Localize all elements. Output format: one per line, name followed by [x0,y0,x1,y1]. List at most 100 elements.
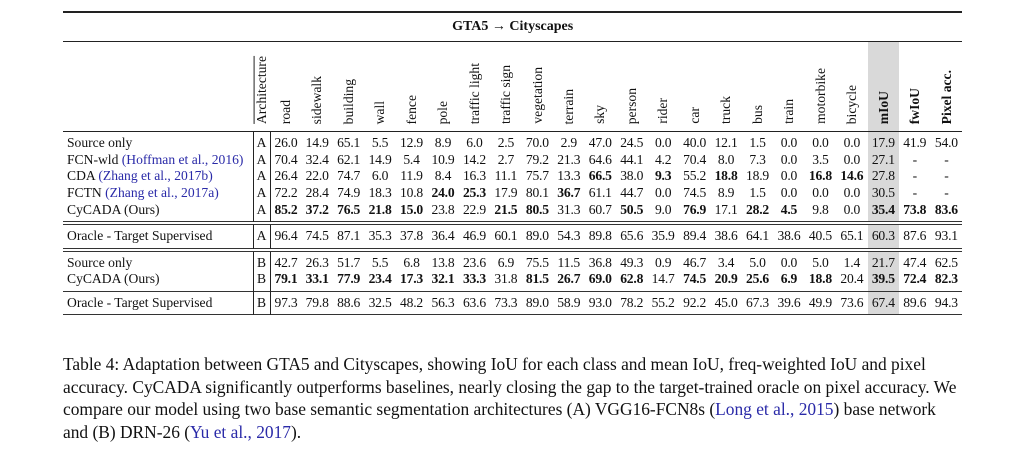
value-cell-motorbike: 40.5 [808,228,832,244]
value-cell-motorbike: 0.0 [812,185,829,201]
spacer-cell [63,311,254,315]
spacer [63,224,962,228]
citation-link[interactable]: (Zhang et al., 2017a) [105,185,219,201]
value-cell-train: 0.0 [780,254,798,270]
header-label: pole [435,100,451,124]
value-cell-terrain: 58.9 [557,295,581,311]
value-cell-bus: 1.5 [749,185,766,201]
value-cell-person: 65.6 [620,228,644,244]
value-cell-traffic-light: 46.9 [462,228,486,244]
value-cell-terrain: 11.5 [557,254,581,270]
value-cell-sidewalk: 14.9 [305,135,329,151]
architecture-cell: A [253,151,271,169]
value-cell-wall: 21.8 [368,201,392,217]
value-cell-person: 44.1 [620,151,644,167]
caption-text: ). [290,421,302,442]
value-cell-fwiou: - [912,168,918,184]
value-cell-pixel-acc: 82.3 [934,271,958,287]
value-cell-traffic-light: 6.0 [466,135,483,151]
header-label: road [277,99,293,124]
spacer-cell [63,131,254,135]
value-cell-motorbike: 9.8 [812,201,829,217]
separator-rule [63,247,963,252]
value-cell-terrain: 54.3 [557,228,581,244]
value-cell-sidewalk: 74.5 [305,228,329,244]
value-cell-sky: 93.0 [588,295,612,311]
value-cell-wall: 23.4 [368,271,392,287]
value-cell-fence: 6.8 [403,254,420,270]
method-name: Oracle - Target Supervised [63,294,254,312]
value-cell-train: 0.0 [780,168,798,184]
value-cell-traffic-sign: 2.7 [497,151,515,167]
method-name: Source only [63,135,254,152]
value-cell-sky: 36.8 [588,254,612,270]
column-header-train: train [773,41,805,132]
table-row: Oracle - Target Supervised B 97.3 79.8 88.6 3… [63,294,962,312]
value-cell-sky: 69.0 [588,271,612,287]
value-cell-pixel-acc: - [944,151,949,167]
value-cell-car: 46.7 [683,254,707,270]
value-cell-wall: 32.5 [368,295,392,311]
citation-link[interactable]: (Hoffman et al., 2016) [121,151,244,167]
column-header-pole: pole [427,41,459,132]
value-cell-building: 51.7 [337,254,361,270]
value-cell-rider: 55.2 [651,295,675,311]
value-cell-pixel-acc: 62.5 [934,254,958,270]
architecture-cell: A [253,168,271,185]
header-label: truck [718,96,734,124]
value-cell-terrain: 36.7 [557,185,581,201]
header-label: motorbike [812,68,828,124]
value-cell-building: 88.6 [337,295,361,311]
value-cell-fence: 17.3 [400,271,424,287]
spacer-cell [867,311,900,315]
value-cell-bicycle: 65.1 [840,228,864,244]
separator-rule [63,291,963,292]
value-cell-vegetation: 70.0 [525,135,549,151]
spacer-cell [253,224,271,228]
column-header-architecture: Architecture [253,41,270,132]
value-cell-car: 74.5 [683,271,707,287]
value-cell-wall: 5.5 [371,254,389,270]
value-cell-bus: 1.5 [749,135,766,151]
header-label: fence [403,94,419,124]
value-cell-wall: 5.5 [371,135,389,151]
value-cell-bicycle: 20.4 [840,271,864,287]
value-cell-road: 42.7 [274,254,298,270]
value-cell-traffic-sign: 21.5 [494,201,518,217]
value-cell-person: 49.3 [620,254,644,270]
table-caption: Table 4: Adaptation between GTA5 and Cit… [63,353,963,443]
value-cell-bus: 25.6 [746,271,770,287]
value-cell-sidewalk: 32.4 [305,151,329,167]
value-cell-bus: 28.2 [746,201,770,217]
value-cell-person: 50.5 [620,201,644,217]
value-cell-road: 26.4 [274,168,298,184]
value-cell-train: 38.6 [777,228,801,244]
value-cell-motorbike: 16.8 [808,168,832,184]
header-label: traffic sign [498,64,514,124]
header-label: bicycle [844,84,860,124]
spacer [63,251,962,255]
value-cell-traffic-light: 25.3 [462,185,486,201]
table-row: Source only B 42.7 26.3 51.7 5.5 6.8 13.8 23.6 6.… [63,254,962,272]
value-cell-pole: 23.8 [431,201,455,217]
value-cell-fwiou: 73.8 [903,201,927,217]
value-cell-road: 79.1 [274,271,298,287]
value-cell-bicycle: 0.0 [843,201,861,217]
value-cell-truck: 8.9 [717,185,735,201]
column-header-traffic-sign: traffic sign [490,41,522,132]
citation-link[interactable]: Yu et al., 2017 [190,421,291,442]
citation-link[interactable]: Long et al., 2015 [715,399,834,419]
column-header-miou: mIoU [867,41,900,132]
value-cell-vegetation: 79.2 [525,151,549,167]
value-cell-pole: 32.1 [431,271,455,287]
spacer-cell [867,287,900,292]
value-cell-traffic-sign: 2.5 [497,135,515,151]
spacer-cell [253,287,271,292]
spacer [63,131,962,135]
value-cell-bicycle: 0.0 [843,151,861,167]
value-cell-building: 87.1 [337,228,361,244]
citation-link[interactable]: (Zhang et al., 2017b) [98,168,213,184]
value-cell-pixel-acc: 94.3 [934,295,958,311]
value-cell-fence: 15.0 [400,201,424,217]
value-cell-bus: 7.3 [749,151,766,167]
